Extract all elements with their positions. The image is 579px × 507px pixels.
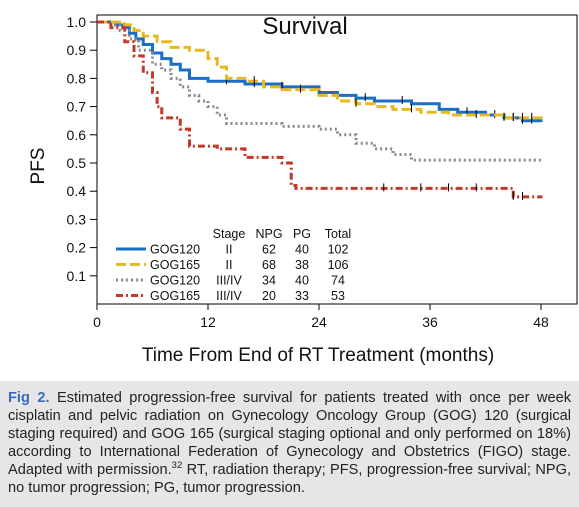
legend-npg: 62 <box>262 243 276 257</box>
y-tick-label: 0.3 <box>67 211 87 227</box>
y-tick-label: 0.6 <box>67 127 87 143</box>
series-line-4 <box>97 20 543 199</box>
legend-pg: 40 <box>295 243 309 257</box>
series-line-3 <box>97 20 541 162</box>
survival-chart: Survival 0.1 0.2 0.3 0.4 0.5 0.6 0.7 0.8 0.9 1.0 0 1… <box>28 13 578 366</box>
x-tick-label: 48 <box>533 314 549 330</box>
x-tick-label: 12 <box>200 314 216 330</box>
y-tick-label: 0.2 <box>67 240 87 256</box>
x-tick-label: 0 <box>93 314 101 330</box>
legend-stage: II <box>226 258 233 272</box>
caption-text: Fig 2. Estimated progression-free surviv… <box>8 389 571 497</box>
x-tick-label: 36 <box>422 314 438 330</box>
x-tick-label: 24 <box>311 314 327 330</box>
y-tick-label: 0.8 <box>67 70 87 86</box>
legend-series-name: GOG165 <box>150 289 200 303</box>
caption-reference: 32 <box>171 460 183 472</box>
legend-series-name: GOG120 <box>150 243 200 257</box>
legend-header-npg: NPG <box>255 227 282 241</box>
legend-pg: 33 <box>295 289 309 303</box>
legend-npg: 34 <box>262 274 276 288</box>
legend-series-name: GOG120 <box>150 274 200 288</box>
legend-series-name: GOG165 <box>150 258 200 272</box>
caption-body: Estimated progression-free survival for … <box>8 390 571 478</box>
legend-stage: III/IV <box>216 274 242 288</box>
legend-pg: 38 <box>295 258 309 272</box>
y-tick-label: 0.1 <box>67 268 87 284</box>
y-tick-label: 0.9 <box>67 42 87 58</box>
series-line-2 <box>97 20 543 120</box>
plot-frame <box>96 14 578 305</box>
legend-pg: 40 <box>295 274 309 288</box>
y-tick-label: 1.0 <box>67 14 87 30</box>
legend-header-stage: Stage <box>213 227 246 241</box>
legend-total: 102 <box>328 243 349 257</box>
legend-stage: II <box>226 243 233 257</box>
y-tick-label: 0.7 <box>67 99 87 115</box>
legend-header-pg: PG <box>293 227 311 241</box>
legend-npg: 68 <box>262 258 276 272</box>
caption-end: RT, radiation therapy; PFS, progression-… <box>8 462 572 496</box>
y-tick-label: 0.5 <box>67 155 87 171</box>
legend-total: 74 <box>331 274 345 288</box>
figure-caption: Fig 2. Estimated progression-free surviv… <box>0 381 579 507</box>
x-axis-label: Time From End of RT Treatment (months) <box>142 345 494 366</box>
legend-header-total: Total <box>325 227 351 241</box>
legend-total: 53 <box>331 289 345 303</box>
figure-label: Fig 2. <box>8 390 50 406</box>
y-tick-label: 0.4 <box>67 183 87 199</box>
legend-total: 106 <box>328 258 349 272</box>
legend-stage: III/IV <box>216 289 242 303</box>
y-axis-label: PFS <box>28 148 49 185</box>
legend-npg: 20 <box>262 289 276 303</box>
chart-title: Survival <box>262 13 347 40</box>
